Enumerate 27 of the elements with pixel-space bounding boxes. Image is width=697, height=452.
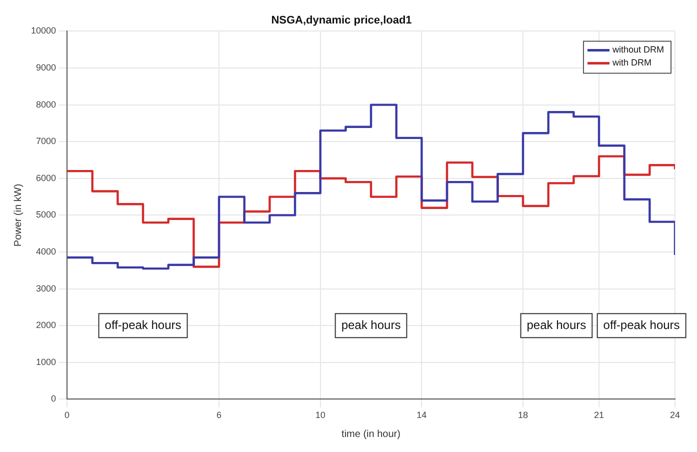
x-tick-label: 6 bbox=[216, 410, 222, 420]
annotation: off-peak hours bbox=[603, 318, 680, 332]
x-tick-label: 24 bbox=[670, 410, 680, 420]
chart-title: NSGA,dynamic price,load1 bbox=[271, 14, 412, 27]
x-tick-label: 18 bbox=[518, 410, 528, 420]
y-tick-label: 6000 bbox=[36, 172, 56, 183]
annotation: peak hours bbox=[526, 318, 586, 332]
x-axis-title: time (in hour) bbox=[342, 428, 400, 440]
legend-label: with DRM bbox=[611, 58, 652, 68]
x-tick-label: 21 bbox=[594, 410, 604, 420]
y-tick-label: 8000 bbox=[36, 99, 56, 110]
legend-label: without DRM bbox=[611, 44, 664, 55]
y-tick-label: 0 bbox=[51, 394, 56, 404]
y-tick-label: 2000 bbox=[36, 320, 56, 330]
annotation: off-peak hours bbox=[104, 318, 182, 332]
y-tick-label: 10000 bbox=[30, 26, 56, 36]
x-tick-label: 14 bbox=[416, 410, 427, 420]
x-tick-label: 10 bbox=[315, 410, 326, 420]
y-axis-title: Power (in kW) bbox=[12, 184, 24, 247]
y-tick-label: 3000 bbox=[36, 283, 56, 294]
y-tick-label: 7000 bbox=[36, 136, 56, 146]
annotation: peak hours bbox=[341, 318, 401, 332]
x-tick-label: 0 bbox=[64, 410, 70, 420]
y-tick-label: 1000 bbox=[36, 356, 56, 367]
y-tick-label: 4000 bbox=[36, 246, 56, 256]
y-tick-label: 5000 bbox=[36, 210, 56, 220]
y-tick-label: 9000 bbox=[36, 62, 56, 72]
